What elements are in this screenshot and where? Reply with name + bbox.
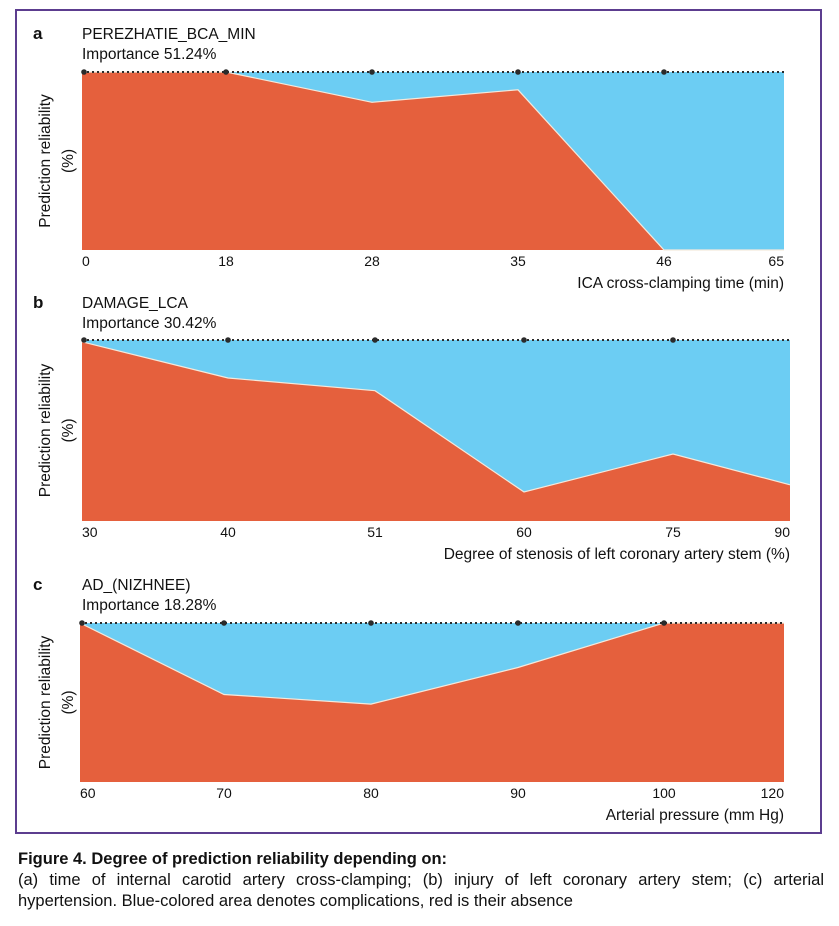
boundary-line	[79, 622, 784, 705]
reference-marker	[515, 620, 521, 626]
x-tick-label: 70	[216, 785, 232, 801]
figure-frame	[15, 9, 822, 834]
panel-letter: c	[33, 575, 42, 594]
y-axis-label: Prediction reliability	[37, 363, 54, 497]
x-tick-label: 40	[220, 524, 236, 540]
reference-marker	[661, 620, 667, 626]
reference-marker	[661, 69, 667, 75]
reference-marker	[223, 69, 229, 75]
y-axis-unit: (%)	[60, 149, 77, 173]
chart-subtitle: Importance 30.42%	[82, 315, 217, 332]
reference-marker	[79, 620, 85, 626]
chart-title: AD_(NIZHNEE)	[82, 577, 191, 594]
x-axis-label: Degree of stenosis of left coronary arte…	[444, 546, 790, 563]
panel-letter: a	[33, 24, 43, 43]
x-tick-label: 0	[82, 253, 90, 269]
figure-charts: a PEREZHATIE_BCA_MIN Importance 51.24% 0 18 2…	[33, 24, 790, 824]
x-tick-label: 18	[218, 253, 234, 269]
x-tick-label: 51	[367, 524, 383, 540]
x-tick-label: 46	[656, 253, 672, 269]
x-tick-label: 35	[510, 253, 526, 269]
boundary-line	[81, 341, 791, 493]
x-tick-label: 80	[363, 785, 379, 801]
y-axis-unit: (%)	[60, 690, 77, 714]
y-axis-unit: (%)	[60, 418, 77, 442]
reference-marker	[81, 69, 87, 75]
x-tick-label: 90	[510, 785, 526, 801]
chart-subtitle: Importance 18.28%	[82, 597, 217, 614]
x-tick-label: 75	[665, 524, 681, 540]
chart-title: DAMAGE_LCA	[82, 295, 189, 312]
panel-letter: b	[33, 293, 43, 312]
x-tick-label: 28	[364, 253, 380, 269]
figure-caption: Figure 4. Degree of prediction reliabili…	[18, 849, 824, 912]
x-tick-label: 90	[774, 524, 790, 540]
absence-area	[82, 72, 784, 250]
x-tick-label: 65	[768, 253, 784, 269]
y-axis-label: Prediction reliability	[37, 94, 54, 228]
x-axis-label: ICA cross-clamping time (min)	[577, 275, 784, 292]
reference-marker	[372, 337, 378, 343]
x-axis-label: Arterial pressure (mm Hg)	[606, 807, 784, 824]
y-axis-label: Prediction reliability	[37, 635, 54, 769]
absence-area	[82, 341, 790, 521]
reference-marker	[515, 69, 521, 75]
reference-marker	[221, 620, 227, 626]
reference-marker	[368, 620, 374, 626]
x-tick-label: 60	[516, 524, 532, 540]
chart-panel-c: c AD_(NIZHNEE) Importance 18.28% 60 70 80 90 10…	[33, 575, 784, 824]
x-tick-label: 120	[761, 785, 785, 801]
x-tick-label: 30	[82, 524, 98, 540]
reference-marker	[81, 337, 87, 343]
chart-subtitle: Importance 51.24%	[82, 46, 217, 63]
reference-marker	[225, 337, 231, 343]
reference-marker	[521, 337, 527, 343]
caption-title: Figure 4. Degree of prediction reliabili…	[18, 850, 448, 868]
x-tick-label: 100	[652, 785, 676, 801]
chart-title: PEREZHATIE_BCA_MIN	[82, 26, 256, 43]
reference-marker	[670, 337, 676, 343]
chart-panel-a: a PEREZHATIE_BCA_MIN Importance 51.24% 0 18 2…	[33, 24, 784, 292]
chart-panel-b: b DAMAGE_LCA Importance 30.42% 30 40 51 60 75 90…	[33, 293, 790, 563]
absence-area	[80, 623, 784, 782]
reference-marker	[369, 69, 375, 75]
caption-text: (a) time of internal carotid artery cros…	[18, 871, 824, 910]
x-tick-label: 60	[80, 785, 96, 801]
